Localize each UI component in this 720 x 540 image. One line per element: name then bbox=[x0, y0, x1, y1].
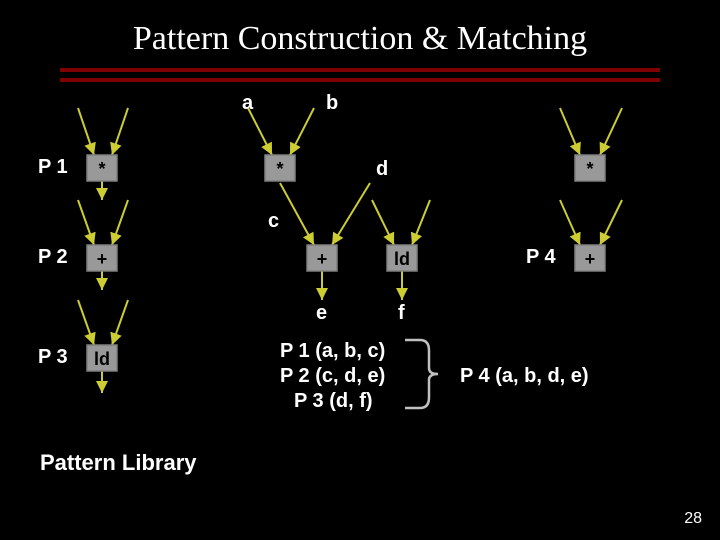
result-p1: P 1 (a, b, c) bbox=[280, 340, 385, 363]
label-p1: P 1 bbox=[38, 156, 68, 179]
svg-text:ld: ld bbox=[394, 249, 410, 269]
label-b: b bbox=[326, 92, 338, 115]
svg-text:+: + bbox=[585, 249, 596, 269]
label-p4: P 4 bbox=[526, 246, 556, 269]
svg-text:*: * bbox=[586, 159, 593, 179]
label-f: f bbox=[398, 302, 405, 325]
footer-label: Pattern Library bbox=[40, 450, 197, 476]
svg-text:*: * bbox=[276, 159, 283, 179]
label-p3: P 3 bbox=[38, 346, 68, 369]
svg-text:*: * bbox=[98, 159, 105, 179]
label-d: d bbox=[376, 158, 388, 181]
result-p3: P 3 (d, f) bbox=[294, 390, 373, 413]
svg-text:+: + bbox=[317, 249, 328, 269]
label-a: a bbox=[242, 92, 253, 115]
svg-text:+: + bbox=[97, 249, 108, 269]
svg-text:ld: ld bbox=[94, 349, 110, 369]
label-p2: P 2 bbox=[38, 246, 68, 269]
result-p4: P 4 (a, b, d, e) bbox=[460, 365, 589, 388]
page-number: 28 bbox=[684, 510, 702, 528]
result-p2: P 2 (c, d, e) bbox=[280, 365, 385, 388]
label-e: e bbox=[316, 302, 327, 325]
label-c: c bbox=[268, 210, 279, 233]
